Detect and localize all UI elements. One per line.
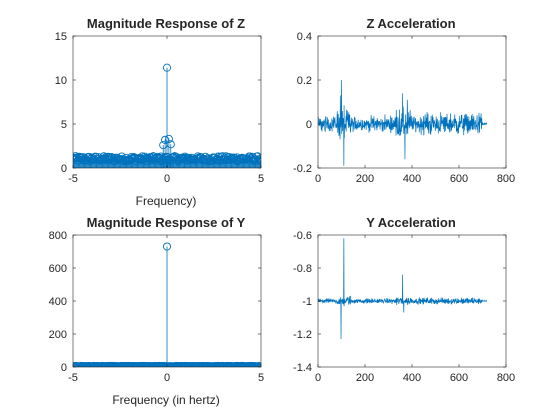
y-tick-label: -0.2 <box>293 163 312 175</box>
chart-title: Z Acceleration <box>366 16 455 31</box>
stem-marker <box>162 63 172 72</box>
x-tick-label: 0 <box>315 173 321 185</box>
y-tick-label: 0 <box>61 163 67 175</box>
x-tick-label: 800 <box>497 173 515 185</box>
x-tick-label: 400 <box>403 372 421 384</box>
stem-marker <box>139 156 148 165</box>
series-group <box>318 79 488 166</box>
y-tick-label: 5 <box>61 119 67 131</box>
stem-marker <box>73 152 80 161</box>
chart-title: Magnitude Response of Y <box>87 215 246 230</box>
x-tick-label: -5 <box>68 372 78 384</box>
chart-magnitude-response-y: Magnitude Response of Y -5 0 5020040060080… <box>49 215 264 407</box>
y-tick-label: -1 <box>302 296 312 308</box>
chart-y-acceleration: Y Acceleration 0 200 400 600 800 -1.4 -1.2 -1 -0… <box>293 215 515 384</box>
y-tick-label: 0.2 <box>297 75 312 87</box>
series-group <box>318 238 488 339</box>
y-tick-label: 600 <box>49 263 67 275</box>
series-line <box>318 238 488 339</box>
x-tick-label: 5 <box>258 372 264 384</box>
x-tick-label: -5 <box>68 173 78 185</box>
series-group <box>73 63 261 168</box>
y-tick-label: 15 <box>55 31 67 43</box>
series-group <box>73 242 261 367</box>
y-tick-label: -1.2 <box>293 329 312 341</box>
chart-title: Y Acceleration <box>366 215 456 230</box>
chart-title: Magnitude Response of Z <box>87 16 245 31</box>
stem-marker <box>256 155 261 164</box>
x-tick-label: 600 <box>450 372 468 384</box>
x-tick-label: 200 <box>356 173 374 185</box>
x-tick-label: 5 <box>258 173 264 185</box>
x-tick-label: 400 <box>403 173 421 185</box>
y-tick-label: 0 <box>61 362 67 374</box>
chart-z-acceleration: Z Acceleration 0 200 400 600 800-0.200.20.4 <box>293 16 515 185</box>
y-tick-label: -1.4 <box>293 362 312 374</box>
x-tick-label: 0 <box>315 372 321 384</box>
x-axis-label: Frequency (in hertz) <box>112 393 219 407</box>
y-tick-label: 0 <box>306 119 312 131</box>
y-tick-label: -0.8 <box>293 263 312 275</box>
y-tick-label: -0.6 <box>293 230 312 242</box>
x-tick-label: 0 <box>164 173 170 185</box>
stem-marker <box>162 242 172 251</box>
y-tick-label: 200 <box>49 329 67 341</box>
x-axis-label: Frequency) <box>136 194 197 208</box>
plot-area: 0 200 400 600 800 -1.4 -1.2 -1 -0.8 -0.6 <box>293 230 515 384</box>
x-tick-label: 0 <box>164 372 170 384</box>
y-tick-label: 10 <box>55 75 67 87</box>
plot-area: 0 200 400 600 800-0.200.20.4 <box>293 31 515 185</box>
x-tick-label: 600 <box>450 173 468 185</box>
y-tick-label: 400 <box>49 296 67 308</box>
stem-marker <box>164 134 173 144</box>
y-tick-label: 800 <box>49 230 67 242</box>
series-line <box>318 79 488 166</box>
x-tick-label: 800 <box>497 372 515 384</box>
y-tick-label: 0.4 <box>297 31 312 43</box>
x-tick-label: 200 <box>356 372 374 384</box>
